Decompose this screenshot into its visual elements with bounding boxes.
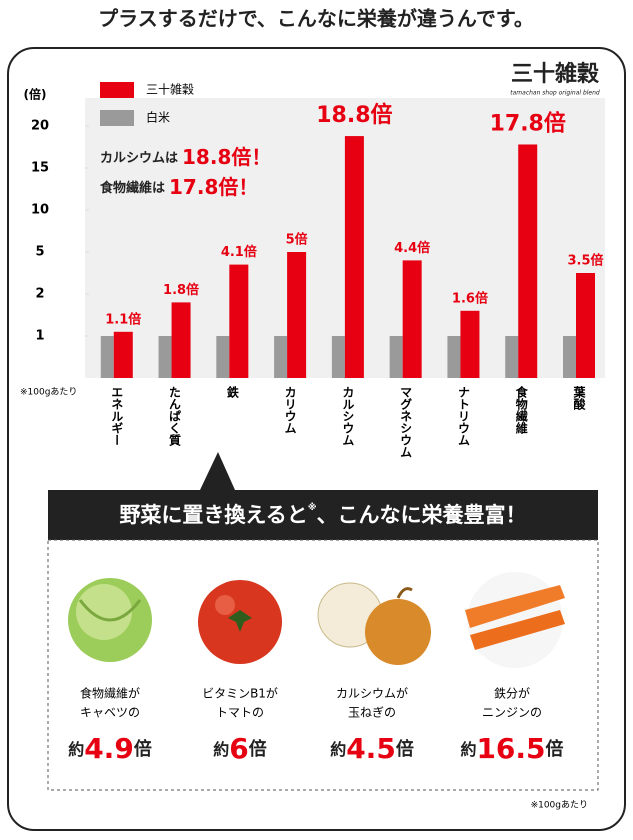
legend-swatch <box>100 82 134 98</box>
y-tick-label: 1 <box>35 329 44 344</box>
veg-unit: 倍 <box>546 738 564 760</box>
y-axis-label: (倍) <box>24 87 47 102</box>
legend-label: 三十雑穀 <box>146 82 194 97</box>
bar <box>287 252 307 378</box>
value-label: 1.8倍 <box>163 282 199 298</box>
y-tick-label: 2 <box>35 287 44 302</box>
annotation-value: 17.8倍！ <box>169 175 258 199</box>
bar <box>447 336 461 378</box>
bar <box>216 336 230 378</box>
logo-tagline: tamachan shop original blend <box>510 90 600 97</box>
value-label: 1.1倍 <box>105 311 141 327</box>
veg-line2: トマトの <box>216 706 264 720</box>
bar <box>389 336 403 378</box>
veg-line1: 鉄分が <box>494 686 530 701</box>
carrot <box>465 572 565 668</box>
x-tick-label: マグネシウム <box>399 386 413 458</box>
x-tick-label: カリウム <box>283 386 297 434</box>
bar <box>576 273 595 378</box>
logo-name: 三十雑穀 <box>511 61 600 87</box>
bar <box>158 336 172 378</box>
y-tick-label: 20 <box>31 119 49 134</box>
x-tick-label: ナトリウム <box>456 386 470 446</box>
veg-value: 16.5 <box>476 732 545 765</box>
x-tick-label: カルシウム <box>341 386 355 446</box>
value-label: 17.8倍 <box>490 110 566 136</box>
annotation: カルシウムは 18.8倍！ <box>100 145 271 169</box>
heading-text: 野菜に置き換えると <box>119 503 307 527</box>
veg-prefix: 約 <box>460 740 476 759</box>
y-tick-label: 5 <box>35 245 44 260</box>
value-label: 4.4倍 <box>394 240 430 256</box>
bar <box>171 302 191 378</box>
veg-line2: ニンジンの <box>482 706 542 720</box>
page-title: プラスするだけで、こんなに栄養が違うんです。 <box>98 7 534 31</box>
bar <box>229 264 249 378</box>
veg-amount: 約16.5倍 <box>460 732 563 765</box>
veg-unit: 倍 <box>134 738 152 760</box>
veg-line1: カルシウムが <box>336 686 408 701</box>
bar <box>344 136 364 378</box>
veg-amount: 約4.5倍 <box>330 732 414 765</box>
veg-prefix: 約 <box>68 740 84 759</box>
heading-band <box>48 490 598 540</box>
veg-value: 6 <box>229 732 248 765</box>
annotation-lead: 食物繊維は <box>100 180 165 196</box>
bar <box>100 336 114 378</box>
veg-line1: 食物繊維が <box>80 686 140 701</box>
bar <box>331 336 345 378</box>
cabbage <box>68 578 152 662</box>
veg-unit: 倍 <box>396 738 414 760</box>
veg-heading: 野菜に置き換えると※、こんなに栄養豊富！ <box>119 502 526 528</box>
bar <box>563 336 576 378</box>
veg-value: 4.5 <box>346 732 396 765</box>
annotation-value: 18.8倍！ <box>182 145 271 169</box>
annotation-lead: カルシウムは <box>100 151 178 166</box>
x-tick-label: たんぱく質 <box>168 386 182 447</box>
value-label: 18.8倍 <box>316 102 392 128</box>
x-tick-label: 食物繊維 <box>514 385 528 435</box>
bar <box>460 310 480 378</box>
veg-prefix: 約 <box>330 740 346 759</box>
y-tick-label: 15 <box>31 161 49 176</box>
bar <box>402 260 422 378</box>
heading-rest: 、こんなに栄養豊富！ <box>317 503 527 527</box>
annotation: 食物繊維は 17.8倍！ <box>100 175 258 199</box>
veg-prefix: 約 <box>213 740 229 759</box>
y-tick-label: 10 <box>31 203 49 218</box>
veg-line2: 玉ねぎの <box>348 706 396 720</box>
value-label: 1.6倍 <box>452 290 488 306</box>
veg-note: ※100gあたり <box>531 800 588 811</box>
veg-value: 4.9 <box>84 732 134 765</box>
bar <box>113 331 133 378</box>
veg-box <box>47 539 599 791</box>
value-label: 4.1倍 <box>221 244 257 260</box>
bar <box>518 144 538 378</box>
legend-swatch <box>100 110 134 126</box>
legend-label: 白米 <box>146 110 170 125</box>
bar <box>505 336 519 378</box>
bar <box>274 336 288 378</box>
tomato <box>198 580 282 664</box>
veg-unit: 倍 <box>249 738 267 760</box>
bubble-pointer <box>200 452 235 490</box>
x-tick-label: 葉酸 <box>572 385 586 411</box>
chart-note: ※100gあたり <box>20 387 77 398</box>
onion <box>317 582 431 665</box>
value-label: 3.5倍 <box>567 253 603 269</box>
value-label: 5倍 <box>286 232 308 248</box>
veg-line1: ビタミンB1が <box>202 686 278 701</box>
veg-amount: 約4.9倍 <box>68 732 152 765</box>
heading-mark: ※ <box>308 502 317 513</box>
veg-line2: キャベツの <box>80 706 140 720</box>
x-tick-label: エネルギー <box>110 386 124 446</box>
x-tick-label: 鉄 <box>225 385 239 399</box>
veg-amount: 約6倍 <box>213 732 267 765</box>
